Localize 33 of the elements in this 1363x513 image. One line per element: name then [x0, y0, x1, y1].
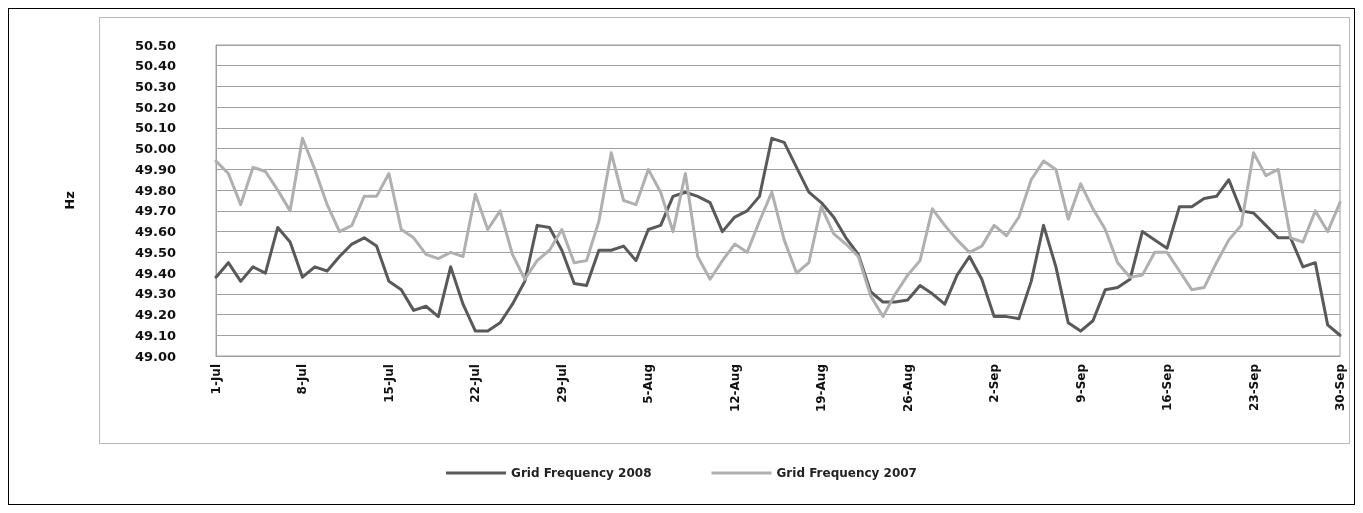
legend-label: Grid Frequency 2007	[776, 466, 917, 480]
x-tick-label: 5-Aug	[641, 364, 656, 404]
y-tick-label: 49.10	[134, 327, 176, 343]
x-tick-label: 29-Jul	[554, 364, 569, 403]
y-tick-label: 50.40	[134, 58, 176, 74]
x-tick-label: 26-Aug	[900, 364, 915, 413]
y-tick-label: 49.50	[134, 244, 176, 260]
y-tick-label: 50.20	[134, 99, 176, 115]
x-tick-label: 2-Sep	[987, 363, 1002, 403]
legend-label: Grid Frequency 2008	[511, 466, 652, 480]
x-tick-label: 1-Jul	[209, 364, 223, 395]
y-tick-label: 49.80	[134, 182, 176, 198]
y-tick-label: 49.20	[134, 307, 176, 323]
y-tick-label: 49.70	[134, 203, 176, 219]
y-tick-label: 49.90	[134, 161, 176, 177]
x-tick-label: 19-Aug	[814, 364, 829, 413]
x-tick-label: 30-Sep	[1333, 363, 1347, 412]
x-tick-label: 12-Aug	[727, 364, 742, 413]
y-tick-label: 50.10	[134, 120, 176, 136]
x-tick-label: 15-Jul	[381, 364, 396, 403]
y-tick-label: 49.60	[134, 224, 176, 240]
x-tick-label: 8-Jul	[295, 364, 310, 395]
y-tick-label: 50.50	[134, 37, 176, 53]
x-tick-label: 16-Sep	[1160, 363, 1175, 412]
x-tick-label: 23-Sep	[1246, 363, 1261, 412]
y-axis-title: Hz	[62, 191, 77, 210]
y-tick-label: 50.30	[134, 78, 176, 94]
x-tick-label: 22-Jul	[468, 364, 483, 403]
y-tick-label: 49.00	[134, 348, 176, 364]
y-tick-label: 49.40	[134, 265, 176, 281]
x-tick-label: 9-Sep	[1073, 363, 1088, 403]
y-tick-label: 50.00	[134, 141, 176, 157]
y-tick-label: 49.30	[134, 286, 176, 302]
